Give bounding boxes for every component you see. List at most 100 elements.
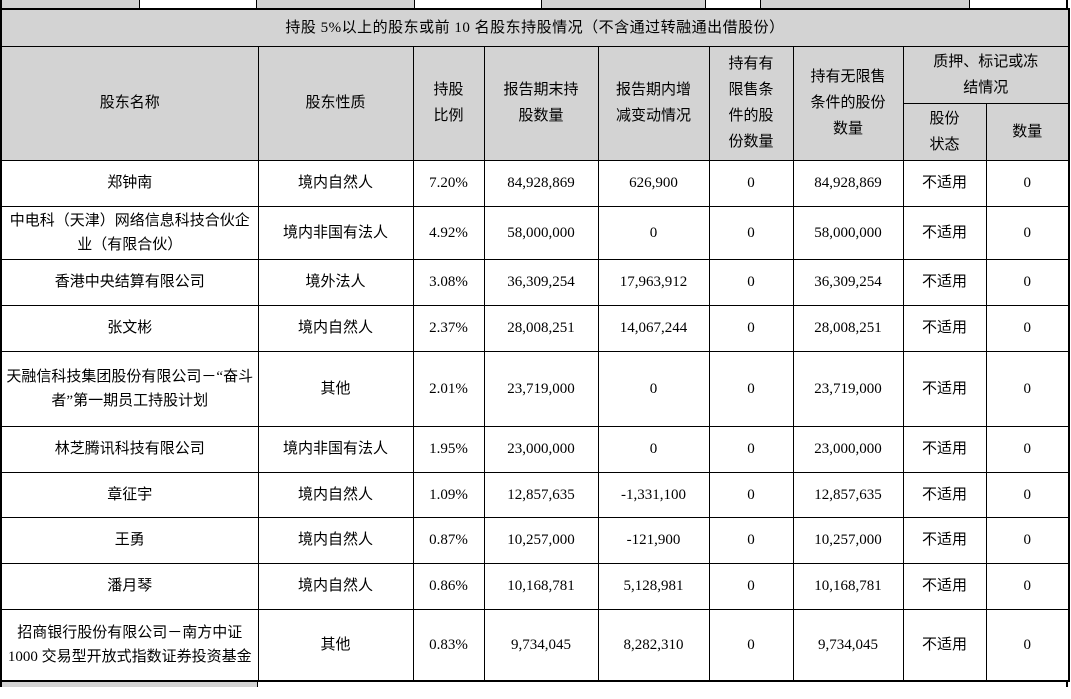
col-header-unrestricted-shares: 持有无限售 条件的股份 数量 bbox=[792, 45, 904, 161]
cell-unrestricted-shares: 12,857,635 bbox=[792, 471, 904, 518]
cell-restricted-shares: 0 bbox=[708, 159, 794, 207]
col-header-shareholding-ratio: 持股 比例 bbox=[412, 45, 485, 161]
col-header-shares-at-period-end: 报告期末持 股数量 bbox=[483, 45, 599, 161]
cell-shareholder-name: 章征宇 bbox=[0, 471, 259, 518]
cell-pledge-quantity: 0 bbox=[985, 205, 1070, 260]
cell-shareholder-nature: 境内自然人 bbox=[257, 304, 414, 352]
section-title-row: 持股 5%以上的股东或前 10 名股东持股情况（不含通过转融通出借股份） bbox=[0, 8, 1070, 47]
col-header-shareholder-name: 股东名称 bbox=[0, 45, 259, 161]
cell-unrestricted-shares: 84,928,869 bbox=[792, 159, 904, 207]
cell-unrestricted-shares: 10,257,000 bbox=[792, 516, 904, 564]
cell-shareholding-ratio: 0.86% bbox=[412, 562, 485, 610]
shareholder-rows: 郑钟南 境内自然人 7.20% 84,928,869 626,900 0 84,… bbox=[0, 159, 1070, 682]
cell-unrestricted-shares: 58,000,000 bbox=[792, 205, 904, 260]
cell-change-in-period: 8,282,310 bbox=[597, 608, 710, 682]
cell-pledge-quantity: 0 bbox=[985, 608, 1070, 682]
table-cell-fragment bbox=[2, 0, 141, 8]
col-header-change-in-period: 报告期内增 减变动情况 bbox=[597, 45, 710, 161]
cell-restricted-shares: 0 bbox=[708, 516, 794, 564]
cell-change-in-period: 17,963,912 bbox=[597, 258, 710, 306]
cell-shareholding-ratio: 0.87% bbox=[412, 516, 485, 564]
shareholders-table: 持股 5%以上的股东或前 10 名股东持股情况（不含通过转融通出借股份） 股东名… bbox=[0, 8, 1071, 682]
cell-shares-at-period-end: 10,257,000 bbox=[483, 516, 599, 564]
cell-shares-at-period-end: 28,008,251 bbox=[483, 304, 599, 352]
cell-shareholder-name: 潘月琴 bbox=[0, 562, 259, 610]
cell-shareholder-name: 天融信科技集团股份有限公司－“奋斗者”第一期员工持股计划 bbox=[0, 350, 259, 427]
cell-shareholder-nature: 境内自然人 bbox=[257, 159, 414, 207]
cell-pledge-quantity: 0 bbox=[985, 304, 1070, 352]
cell-shareholding-ratio: 2.01% bbox=[412, 350, 485, 427]
cell-shareholding-ratio: 1.09% bbox=[412, 471, 485, 518]
cell-shareholder-nature: 境内非国有法人 bbox=[257, 425, 414, 473]
cell-shareholding-ratio: 3.08% bbox=[412, 258, 485, 306]
table-cell-fragment bbox=[970, 0, 1066, 8]
cell-restricted-shares: 0 bbox=[708, 471, 794, 518]
cell-unrestricted-shares: 23,000,000 bbox=[792, 425, 904, 473]
col-header-restricted-shares: 持有有 限售条 件的股 份数量 bbox=[708, 45, 794, 161]
cell-shares-at-period-end: 84,928,869 bbox=[483, 159, 599, 207]
cell-shares-at-period-end: 23,000,000 bbox=[483, 425, 599, 473]
cell-shareholder-name: 王勇 bbox=[0, 516, 259, 564]
table-cell-fragment bbox=[140, 0, 258, 8]
col-header-shareholder-nature: 股东性质 bbox=[257, 45, 414, 161]
cell-share-status: 不适用 bbox=[902, 425, 987, 473]
cell-share-status: 不适用 bbox=[902, 304, 987, 352]
table-cell-fragment bbox=[2, 682, 259, 687]
cell-restricted-shares: 0 bbox=[708, 205, 794, 260]
cell-shareholder-nature: 其他 bbox=[257, 350, 414, 427]
cell-shares-at-period-end: 9,734,045 bbox=[483, 608, 599, 682]
cell-restricted-shares: 0 bbox=[708, 258, 794, 306]
header-row-2: 股份 状态 数量 bbox=[1, 102, 1070, 161]
cell-change-in-period: 5,128,981 bbox=[597, 562, 710, 610]
cell-share-status: 不适用 bbox=[902, 562, 987, 610]
cell-restricted-shares: 0 bbox=[708, 608, 794, 682]
shareholder-row: 招商银行股份有限公司－南方中证 1000 交易型开放式指数证券投资基金 其他 0… bbox=[0, 608, 1070, 682]
cell-shareholder-name: 香港中央结算有限公司 bbox=[0, 258, 259, 306]
cell-pledge-quantity: 0 bbox=[985, 350, 1070, 427]
cell-pledge-quantity: 0 bbox=[985, 425, 1070, 473]
cell-shareholder-nature: 境内自然人 bbox=[257, 562, 414, 610]
cell-share-status: 不适用 bbox=[902, 258, 987, 306]
cell-shares-at-period-end: 23,719,000 bbox=[483, 350, 599, 427]
col-header-share-status: 股份 状态 bbox=[902, 102, 987, 161]
cell-shareholder-nature: 境内自然人 bbox=[257, 516, 414, 564]
cell-shareholding-ratio: 2.37% bbox=[412, 304, 485, 352]
cell-change-in-period: -121,900 bbox=[597, 516, 710, 564]
cell-share-status: 不适用 bbox=[902, 205, 987, 260]
cell-shareholding-ratio: 1.95% bbox=[412, 425, 485, 473]
cell-share-status: 不适用 bbox=[902, 159, 987, 207]
table-cell-fragment bbox=[541, 0, 707, 8]
cell-pledge-quantity: 0 bbox=[985, 258, 1070, 306]
shareholder-row: 天融信科技集团股份有限公司－“奋斗者”第一期员工持股计划 其他 2.01% 23… bbox=[0, 350, 1070, 427]
cell-unrestricted-shares: 36,309,254 bbox=[792, 258, 904, 306]
cell-restricted-shares: 0 bbox=[708, 425, 794, 473]
cell-shareholder-name: 林芝腾讯科技有限公司 bbox=[0, 425, 259, 473]
cell-shareholder-nature: 境内非国有法人 bbox=[257, 205, 414, 260]
cell-shareholder-nature: 其他 bbox=[257, 608, 414, 682]
clipped-row-below bbox=[0, 682, 1068, 687]
cell-change-in-period: 626,900 bbox=[597, 159, 710, 207]
cell-shareholder-name: 郑钟南 bbox=[0, 159, 259, 207]
cell-restricted-shares: 0 bbox=[708, 562, 794, 610]
shareholder-row: 香港中央结算有限公司 境外法人 3.08% 36,309,254 17,963,… bbox=[0, 258, 1070, 306]
cell-share-status: 不适用 bbox=[902, 350, 987, 427]
shareholder-row: 王勇 境内自然人 0.87% 10,257,000 -121,900 0 10,… bbox=[0, 516, 1070, 564]
cell-unrestricted-shares: 28,008,251 bbox=[792, 304, 904, 352]
cell-pledge-quantity: 0 bbox=[985, 471, 1070, 518]
cell-shares-at-period-end: 36,309,254 bbox=[483, 258, 599, 306]
cell-unrestricted-shares: 10,168,781 bbox=[792, 562, 904, 610]
cell-shareholder-name: 中电科（天津）网络信息科技合伙企业（有限合伙） bbox=[0, 205, 259, 260]
cell-pledge-quantity: 0 bbox=[985, 516, 1070, 564]
shareholder-row: 张文彬 境内自然人 2.37% 28,008,251 14,067,244 0 … bbox=[0, 304, 1070, 352]
cell-share-status: 不适用 bbox=[902, 516, 987, 564]
header-row-1: 股东名称 股东性质 持股 比例 报告期末持 股数量 报告期内增 减变动情况 持有… bbox=[0, 45, 1070, 161]
shareholder-row: 章征宇 境内自然人 1.09% 12,857,635 -1,331,100 0 … bbox=[0, 471, 1070, 518]
cell-shareholder-nature: 境外法人 bbox=[257, 258, 414, 306]
table-cell-fragment bbox=[258, 682, 1066, 687]
cell-shareholding-ratio: 0.83% bbox=[412, 608, 485, 682]
cell-unrestricted-shares: 23,719,000 bbox=[792, 350, 904, 427]
cell-shareholder-nature: 境内自然人 bbox=[257, 471, 414, 518]
col-header-pledge-quantity: 数量 bbox=[985, 102, 1070, 161]
cell-shareholding-ratio: 4.92% bbox=[412, 205, 485, 260]
